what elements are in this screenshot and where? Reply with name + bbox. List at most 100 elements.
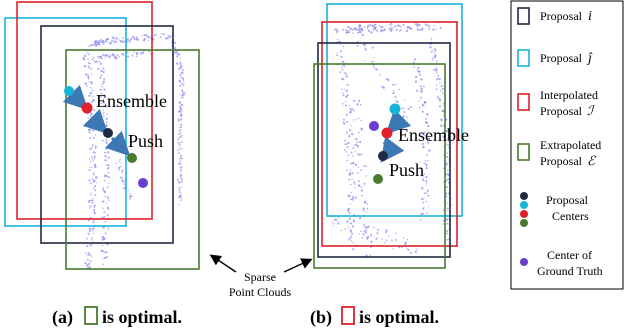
- point-cloud-dot: [104, 40, 107, 43]
- point-cloud-dot: [372, 227, 375, 229]
- point-cloud-dot: [429, 25, 431, 28]
- point-cloud-dot: [420, 212, 423, 215]
- point-cloud-dot: [348, 218, 351, 221]
- point-cloud-dot: [121, 179, 124, 182]
- point-cloud-dot: [179, 110, 182, 113]
- point-cloud-dot: [118, 160, 120, 162]
- point-cloud-dot: [174, 47, 177, 50]
- point-cloud-dot: [83, 54, 87, 58]
- point-cloud-dot: [87, 58, 89, 61]
- point-cloud-dot: [107, 214, 109, 216]
- point-cloud-dot: [91, 58, 94, 61]
- point-cloud-dot: [103, 57, 106, 59]
- point-cloud-dot: [106, 151, 109, 154]
- point-cloud-dot: [352, 28, 354, 31]
- point-cloud-dot: [88, 179, 91, 182]
- point-cloud-dot: [351, 196, 355, 199]
- point-cloud-dot: [106, 113, 108, 116]
- point-cloud-dot: [178, 67, 180, 70]
- point-cloud-dot: [350, 239, 353, 242]
- point-cloud-dot: [353, 144, 356, 147]
- extrapolated-center-a: [127, 153, 137, 163]
- point-cloud-dot: [393, 26, 396, 28]
- point-cloud-dot: [94, 193, 97, 196]
- point-cloud-dot: [355, 137, 358, 141]
- point-cloud-dot: [416, 69, 419, 72]
- point-cloud-dot: [92, 151, 95, 154]
- point-cloud-dot: [360, 230, 362, 233]
- point-cloud-dot: [181, 82, 184, 85]
- point-cloud-dot: [110, 42, 113, 44]
- point-cloud-dot: [426, 212, 428, 215]
- point-cloud-dot: [337, 220, 340, 223]
- point-cloud-dot: [382, 86, 385, 89]
- point-cloud-dot: [369, 254, 371, 256]
- point-cloud-dot: [350, 151, 353, 154]
- point-cloud-dot: [147, 36, 150, 39]
- point-cloud-dot: [387, 78, 390, 82]
- point-cloud-dot: [92, 232, 95, 235]
- point-cloud-dot: [442, 135, 445, 138]
- point-cloud-dot: [107, 227, 110, 230]
- point-cloud-dot: [90, 112, 92, 114]
- point-cloud-dot: [92, 56, 95, 59]
- push-label-a: Push: [128, 131, 163, 151]
- point-cloud-dot: [352, 147, 355, 149]
- point-cloud-dot: [136, 38, 139, 41]
- point-cloud-dot: [118, 169, 121, 172]
- point-cloud-dot: [91, 73, 93, 75]
- point-cloud-dot: [90, 44, 93, 47]
- point-cloud-dot: [179, 165, 181, 168]
- point-cloud-dot: [431, 57, 434, 60]
- point-cloud-dot: [364, 48, 367, 51]
- point-cloud-dot: [103, 41, 105, 44]
- point-cloud-dot: [435, 84, 438, 86]
- point-cloud-dot: [334, 28, 337, 31]
- point-cloud-dot: [349, 230, 352, 233]
- point-cloud-dot: [370, 31, 373, 34]
- point-cloud-dot: [357, 131, 360, 134]
- point-cloud-dot: [419, 96, 422, 99]
- point-cloud-dot: [97, 55, 99, 58]
- point-cloud-dot: [447, 159, 450, 161]
- point-cloud-dot: [375, 29, 377, 31]
- point-cloud-dot: [100, 39, 103, 41]
- point-cloud-dot: [390, 28, 393, 30]
- point-cloud-dot: [425, 166, 428, 170]
- point-cloud-dot: [95, 176, 98, 179]
- point-cloud-dot: [87, 74, 89, 76]
- point-cloud-dot: [392, 29, 394, 31]
- point-cloud-dot: [179, 66, 182, 69]
- point-cloud-dot: [179, 174, 182, 176]
- point-cloud-dot: [92, 43, 95, 46]
- point-cloud-dot: [128, 40, 131, 43]
- point-cloud-dot: [351, 107, 354, 110]
- point-cloud-dot: [97, 42, 100, 45]
- point-cloud-dot: [422, 111, 424, 113]
- point-cloud-dot: [91, 124, 94, 127]
- point-cloud-dot: [167, 34, 170, 37]
- point-cloud-dot: [95, 147, 97, 149]
- point-cloud-dot: [179, 114, 182, 117]
- point-cloud-dot: [344, 95, 348, 99]
- point-cloud-dot: [392, 90, 395, 92]
- point-cloud-dot: [361, 194, 364, 197]
- point-cloud-dot: [388, 23, 390, 26]
- point-cloud-dot: [442, 125, 444, 127]
- point-cloud-dot: [361, 33, 364, 37]
- point-cloud-dot: [442, 91, 444, 93]
- point-cloud-dot: [396, 100, 399, 104]
- point-cloud-dot: [92, 172, 95, 174]
- ensemble-label-a: Ensemble: [96, 91, 167, 111]
- point-cloud-dot: [118, 39, 120, 41]
- point-cloud-dot: [422, 176, 424, 178]
- point-cloud-dot: [103, 104, 105, 107]
- caption-a: (a) is optimal.: [52, 306, 182, 328]
- point-cloud-dot: [123, 40, 126, 43]
- point-cloud-dot: [416, 248, 418, 250]
- point-cloud-dot: [425, 200, 428, 203]
- point-cloud-dot: [178, 181, 181, 184]
- extrapolated-center-b: [373, 174, 383, 184]
- point-cloud-dot: [100, 102, 103, 105]
- ensemble-arrow-a2: [82, 108, 109, 135]
